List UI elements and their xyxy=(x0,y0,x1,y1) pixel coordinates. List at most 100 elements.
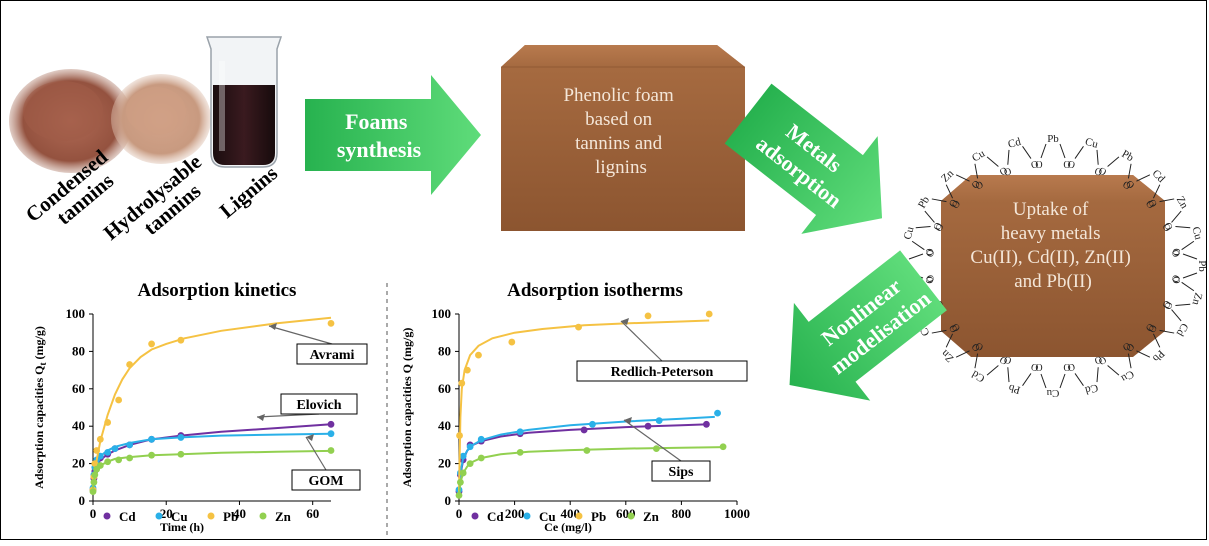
oxygen-label: O xyxy=(1145,322,1158,334)
metal-binding-site: O O Pb xyxy=(1003,353,1040,396)
metal-ion-label: Pb xyxy=(1047,133,1059,145)
metal-ion-label: Cd xyxy=(970,367,988,384)
oxygen-label: O xyxy=(1145,198,1158,210)
metal-binding-site: O O Cu xyxy=(902,222,945,259)
model-annotation: Avrami xyxy=(268,323,368,365)
legend-label: Cu xyxy=(171,509,188,524)
metal-ion-label: Pb xyxy=(916,194,932,210)
legend-label: Pb xyxy=(591,509,606,524)
oxygen-label: O xyxy=(974,179,986,192)
annotation-box xyxy=(651,460,711,482)
oxygen-label: O xyxy=(932,222,944,232)
oxygen-label: O xyxy=(1063,361,1070,372)
metal-binding-site: O O Cu xyxy=(970,147,1010,192)
metal-ion-label: Cu xyxy=(902,225,917,241)
y-axis-label: Adsorption capacities Q (mg/g) xyxy=(400,328,414,488)
metal-ion-label: Pb xyxy=(1119,148,1135,164)
oxygen-label: O xyxy=(947,322,960,334)
data-point-zn xyxy=(516,448,524,456)
y-axis-label-subscript: t xyxy=(38,362,48,365)
data-point-zn xyxy=(104,458,112,466)
data-point-pb xyxy=(575,323,582,331)
model-annotation: Elovich xyxy=(256,393,358,421)
oxygen-label: O xyxy=(1003,353,1013,365)
kinetics-chart: Adsorption kinetics 0 20 40 60 0 20 40 60 80 100 Ti… xyxy=(32,280,368,534)
metals-adsorption-arrow: Metals adsorption xyxy=(724,83,883,234)
oxygen-label: O xyxy=(1093,166,1103,178)
data-point-zn xyxy=(91,471,99,479)
data-point-cu xyxy=(477,435,485,443)
bond-lines xyxy=(1159,309,1182,334)
oxygen-label: O xyxy=(1159,222,1172,234)
data-point-zn xyxy=(327,447,335,454)
oxygen-label: O xyxy=(1030,360,1040,372)
x-tick-label: 400 xyxy=(560,506,580,521)
oxygen-label: O xyxy=(1093,353,1103,365)
oxygen-label: O xyxy=(1096,353,1108,366)
x-axis-label: Time (h) xyxy=(160,520,204,534)
oxygen-label: O xyxy=(1035,160,1042,171)
phenolic-foam-block: Phenolic foam based on tannins and ligni… xyxy=(501,45,745,231)
metal-ion-label: Pb xyxy=(1150,347,1167,364)
data-point-pb xyxy=(475,351,482,359)
oxygen-label: O xyxy=(1030,159,1040,171)
legend-marker-cd xyxy=(103,512,111,520)
chart-title: Adsorption isotherms xyxy=(507,280,683,301)
annotation-arrowhead xyxy=(624,417,632,424)
oxygen-label: O xyxy=(925,248,936,255)
data-point-pb xyxy=(644,312,652,320)
annotation-box xyxy=(291,469,361,491)
data-point-cu xyxy=(589,420,596,428)
oxygen-label: O xyxy=(1169,249,1181,259)
y-tick-label: 80 xyxy=(72,343,85,358)
data-point-cu xyxy=(714,409,721,417)
annotation-box xyxy=(296,343,368,365)
metal-ion-label: Zn xyxy=(1174,194,1191,211)
data-point-cd xyxy=(580,426,588,434)
y-tick-label: 20 xyxy=(438,456,451,471)
y-tick-label: 80 xyxy=(438,343,451,358)
data-point-pb xyxy=(705,310,713,318)
x-tick-label: 20 xyxy=(160,506,173,521)
oxygen-label: O xyxy=(1003,166,1013,178)
data-point-zn xyxy=(89,488,97,496)
bond-lines xyxy=(1175,225,1195,251)
legend-label: Cd xyxy=(119,509,136,524)
lignin-beaker xyxy=(205,36,283,168)
condensed-tannin-powder xyxy=(9,69,133,173)
oxygen-label: O xyxy=(1035,361,1042,372)
annotation-pointer xyxy=(268,325,333,345)
bond-lines xyxy=(1074,367,1099,386)
y-tick-label: 0 xyxy=(79,493,86,508)
metal-ion-label: Zn xyxy=(1189,291,1204,306)
annotation-label: Redlich-Peterson xyxy=(611,365,714,380)
legend-label: Pb xyxy=(223,509,238,524)
metal-ion-label: Zn xyxy=(939,167,956,184)
metal-binding-site: O O Zn xyxy=(1161,274,1204,311)
foam-text-line1: Phenolic foam xyxy=(563,85,674,106)
data-point-cu xyxy=(516,428,524,436)
bond-lines xyxy=(974,353,999,376)
data-point-zn xyxy=(456,478,464,486)
y-tick-label: 100 xyxy=(432,306,452,321)
data-point-zn xyxy=(90,478,98,486)
foam-text-line2: based on xyxy=(585,109,653,130)
bond-lines xyxy=(945,174,970,199)
oxygen-label: O xyxy=(1161,301,1173,311)
chart-title: Adsorption kinetics xyxy=(138,280,297,301)
foams-synthesis-label: Foams synthesis xyxy=(337,109,422,162)
metal-ion-label: Cu xyxy=(1119,368,1137,385)
foam-text-line3: tannins and xyxy=(575,133,663,154)
data-point-cu xyxy=(459,452,467,460)
metal-binding-site: O O Zn xyxy=(1145,194,1191,234)
data-point-cu xyxy=(148,435,155,443)
data-point-pb xyxy=(104,419,112,426)
metal-binding-site: O O Cu xyxy=(1066,136,1103,179)
oxygen-label: O xyxy=(1096,165,1108,178)
data-point-cu xyxy=(104,448,112,456)
oxygen-label: O xyxy=(1159,298,1172,310)
bond-lines xyxy=(945,333,970,358)
